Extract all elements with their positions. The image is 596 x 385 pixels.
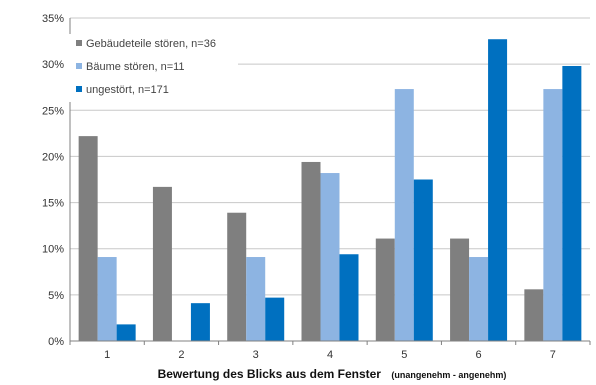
bar-series-0-cat-1 <box>78 136 98 341</box>
y-tick-labels: 0% 5% 10% 15% 20% 25% 30% 35% <box>42 13 64 348</box>
bar-series-1-cat-4 <box>320 173 340 341</box>
y-tick-label: 5% <box>48 290 64 302</box>
bar-series-1-cat-5 <box>394 89 414 341</box>
x-tick-label: 6 <box>476 349 482 361</box>
bar-series-0-cat-2 <box>152 186 172 341</box>
bar-series-0-cat-6 <box>450 238 470 341</box>
y-tick-label: 20% <box>42 151 64 163</box>
x-tick-labels: 1 2 3 4 5 6 7 <box>104 349 556 361</box>
y-tick-label: 10% <box>42 244 64 256</box>
bar-series-2-cat-4 <box>339 254 359 341</box>
x-axis-title-sub: (unangenehm - angenehm) <box>391 370 506 380</box>
legend-background <box>68 34 238 102</box>
x-tick-label: 3 <box>253 349 259 361</box>
y-tick-label: 35% <box>42 13 64 25</box>
x-axis-title-main: Bewertung des Blicks aus dem Fenster <box>158 367 382 381</box>
y-tick-label: 0% <box>48 336 64 348</box>
bar-series-2-cat-2 <box>190 303 210 341</box>
legend-label-1: Bäume stören, n=11 <box>86 61 185 73</box>
y-tick-label: 15% <box>42 198 64 210</box>
legend-swatch-0 <box>76 40 82 46</box>
bars <box>78 39 582 342</box>
bar-series-0-cat-3 <box>227 212 247 341</box>
bar-series-2-cat-1 <box>116 324 136 341</box>
bar-series-2-cat-7 <box>562 65 582 341</box>
x-tick-label: 5 <box>401 349 407 361</box>
legend-swatch-1 <box>76 63 82 69</box>
legend-label-0: Gebäudeteile stören, n=36 <box>86 38 216 50</box>
legend-label-2: ungestört, n=171 <box>86 84 169 96</box>
x-tick-label: 1 <box>104 349 110 361</box>
x-tick-label: 4 <box>327 349 333 361</box>
legend: Gebäudeteile stören, n=36 Bäume stören, … <box>68 34 238 102</box>
bar-series-0-cat-4 <box>301 161 321 341</box>
bar-series-0-cat-5 <box>375 238 395 341</box>
y-tick-label: 25% <box>42 105 64 117</box>
x-axis-title: Bewertung des Blicks aus dem Fenster (un… <box>158 365 507 382</box>
bar-series-1-cat-7 <box>543 89 563 341</box>
x-tick-label: 7 <box>550 349 556 361</box>
bar-series-2-cat-5 <box>413 179 433 341</box>
bar-series-1-cat-3 <box>246 257 266 341</box>
x-tick-label: 2 <box>178 349 184 361</box>
bar-series-0-cat-7 <box>524 289 544 341</box>
bar-series-2-cat-6 <box>488 39 508 342</box>
y-tick-label: 30% <box>42 59 64 71</box>
bar-series-1-cat-6 <box>469 257 489 341</box>
legend-swatch-2 <box>76 86 82 92</box>
bar-series-1-cat-1 <box>97 257 117 341</box>
bar-series-2-cat-3 <box>265 297 285 341</box>
